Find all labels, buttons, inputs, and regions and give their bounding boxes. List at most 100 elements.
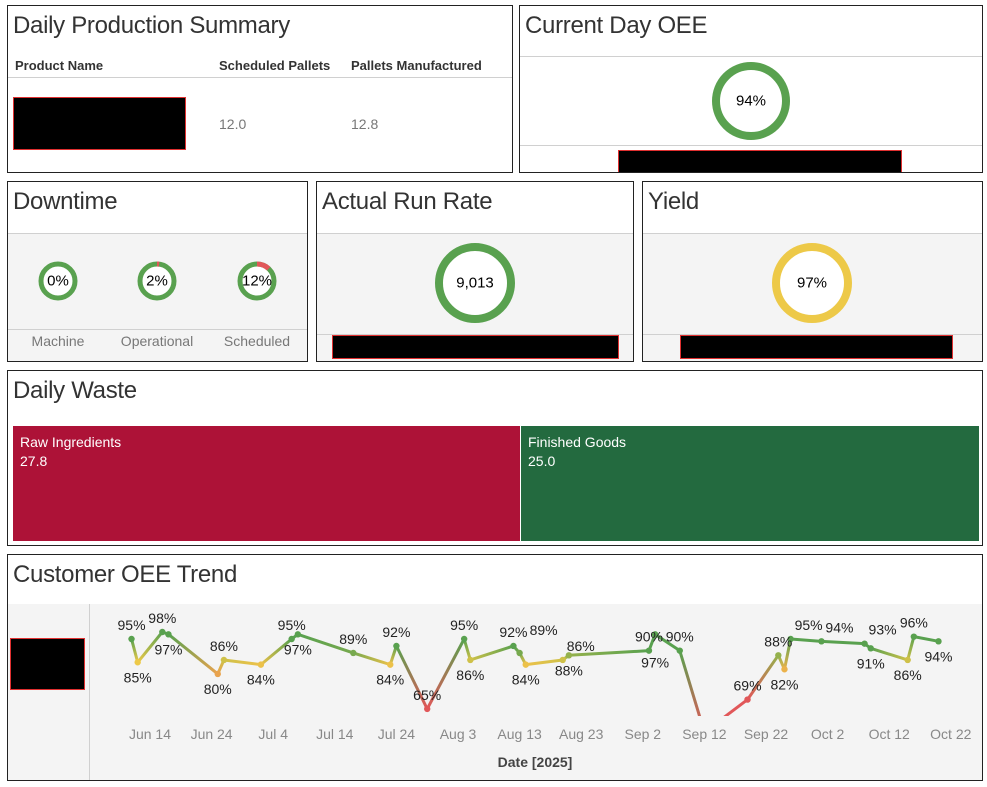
machine-label: Machine bbox=[31, 333, 85, 349]
trend-point[interactable] bbox=[516, 649, 523, 657]
trend-point[interactable] bbox=[775, 652, 782, 659]
trend-point[interactable] bbox=[134, 659, 141, 666]
trend-line-segment bbox=[130, 637, 140, 664]
trend-point[interactable] bbox=[214, 670, 221, 678]
trend-data-label: 84% bbox=[512, 672, 540, 688]
production-summary-panel: Daily Production Summary Product Name Sc… bbox=[7, 5, 513, 173]
trend-line-segment bbox=[136, 630, 164, 664]
panel-title: Current Day OEE bbox=[525, 12, 708, 39]
trend-point[interactable] bbox=[288, 635, 295, 643]
trend-point[interactable] bbox=[935, 638, 942, 645]
trend-line-segment bbox=[567, 649, 651, 657]
trend-data-label: 89% bbox=[339, 631, 367, 647]
x-tick-label: Oct 22 bbox=[930, 726, 971, 742]
trend-point[interactable] bbox=[387, 661, 394, 668]
trend-data-label: 97% bbox=[154, 641, 182, 657]
trend-point[interactable] bbox=[676, 647, 683, 654]
trend-data-label: 84% bbox=[247, 672, 275, 688]
panel-title: Downtime bbox=[13, 188, 118, 215]
trend-point[interactable] bbox=[220, 656, 228, 664]
trend-point[interactable] bbox=[159, 628, 166, 636]
treemap-raw-ingredients[interactable]: Raw Ingredients 27.8 bbox=[13, 426, 520, 541]
x-tick-label: Sep 12 bbox=[682, 726, 727, 742]
oee-value: 94% bbox=[735, 92, 767, 110]
x-tick-label: Sep 2 bbox=[625, 726, 662, 742]
trend-point[interactable] bbox=[350, 649, 357, 657]
trend-point[interactable] bbox=[165, 631, 172, 638]
daily-waste-panel: Daily Waste Raw Ingredients 27.8 Finishe… bbox=[7, 370, 983, 546]
x-tick-label: Sep 22 bbox=[744, 726, 789, 742]
trend-point[interactable] bbox=[565, 652, 573, 659]
trend-point[interactable] bbox=[467, 656, 474, 664]
trend-line-segment bbox=[653, 632, 682, 653]
trend-point[interactable] bbox=[744, 696, 751, 703]
trend-point[interactable] bbox=[510, 642, 517, 650]
trend-data-label: 84% bbox=[376, 672, 404, 688]
trend-point[interactable] bbox=[910, 633, 918, 640]
trend-point[interactable] bbox=[522, 661, 529, 668]
divider bbox=[643, 233, 982, 234]
treemap-finished-goods[interactable]: Finished Goods 25.0 bbox=[521, 426, 979, 541]
divider bbox=[520, 56, 982, 57]
trend-point[interactable] bbox=[645, 647, 653, 654]
trend-data-label: 65% bbox=[413, 687, 441, 703]
downtime-ring bbox=[38, 261, 78, 301]
trend-line-segment bbox=[678, 649, 702, 716]
downtime-panel: Downtime 0% 2% 12% Machine Operational S… bbox=[7, 181, 308, 362]
trend-line-segment bbox=[723, 698, 750, 716]
trend-point[interactable] bbox=[424, 705, 431, 713]
finished-goods-value: 25.0 bbox=[528, 453, 556, 469]
trend-data-label: 92% bbox=[499, 624, 527, 640]
redacted-customer bbox=[10, 638, 85, 690]
x-tick-label: Aug 13 bbox=[497, 726, 542, 742]
redacted-label bbox=[618, 150, 902, 172]
trend-data-label: 80% bbox=[204, 681, 232, 697]
trend-point[interactable] bbox=[294, 631, 302, 638]
trend-point[interactable] bbox=[651, 631, 659, 638]
trend-line-segment bbox=[425, 637, 466, 711]
trend-data-label: 95% bbox=[450, 617, 478, 633]
x-tick-label: Oct 2 bbox=[811, 726, 845, 742]
trend-point[interactable] bbox=[781, 666, 788, 673]
trend-point[interactable] bbox=[861, 640, 868, 647]
trend-data-label: 86% bbox=[567, 638, 595, 654]
trend-data-label: 88% bbox=[764, 633, 792, 649]
trend-data-label: 91% bbox=[857, 655, 885, 671]
trend-line-segment bbox=[789, 637, 823, 643]
trend-line-segment bbox=[222, 658, 263, 667]
trend-line-segment bbox=[166, 632, 220, 676]
panel-title: Daily Waste bbox=[13, 377, 137, 404]
trend-point[interactable] bbox=[867, 645, 874, 652]
trend-line-segment bbox=[906, 635, 916, 662]
trend-point[interactable] bbox=[559, 656, 566, 664]
trend-point[interactable] bbox=[818, 638, 825, 645]
x-tick-label: Aug 3 bbox=[440, 726, 477, 742]
run-rate-value: 9,013 bbox=[456, 274, 494, 292]
trend-line-segment bbox=[462, 637, 472, 662]
x-tick-label: Jul 14 bbox=[316, 726, 354, 742]
trend-data-label: 95% bbox=[118, 617, 146, 633]
column-header-product: Product Name bbox=[15, 58, 104, 73]
pallets-manufactured-value: 12.8 bbox=[351, 116, 379, 132]
trend-data-label: 82% bbox=[770, 676, 798, 692]
x-tick-label: Jun 24 bbox=[191, 726, 233, 742]
trend-point[interactable] bbox=[128, 635, 135, 643]
x-tick-label: Jun 14 bbox=[129, 726, 171, 742]
current-oee-panel: Current Day OEE 94% bbox=[519, 5, 983, 173]
trend-point[interactable] bbox=[460, 635, 468, 643]
yield-panel: Yield 97% bbox=[642, 181, 983, 362]
trend-point[interactable] bbox=[393, 642, 400, 650]
trend-point[interactable] bbox=[904, 656, 911, 664]
trend-line-segment bbox=[524, 658, 565, 667]
divider bbox=[317, 334, 633, 335]
column-header-manufactured: Pallets Manufactured bbox=[351, 58, 482, 73]
trend-point[interactable] bbox=[257, 661, 265, 668]
trend-line-segment bbox=[782, 637, 793, 671]
pane-divider bbox=[89, 604, 90, 780]
trend-point[interactable] bbox=[787, 635, 794, 643]
trend-line-segment bbox=[746, 653, 780, 702]
run-rate-panel: Actual Run Rate 9,013 bbox=[316, 181, 634, 362]
trend-data-label: 90% bbox=[666, 629, 694, 645]
downtime-fraction-arc bbox=[137, 261, 177, 301]
trend-data-label: 90% bbox=[635, 629, 663, 645]
